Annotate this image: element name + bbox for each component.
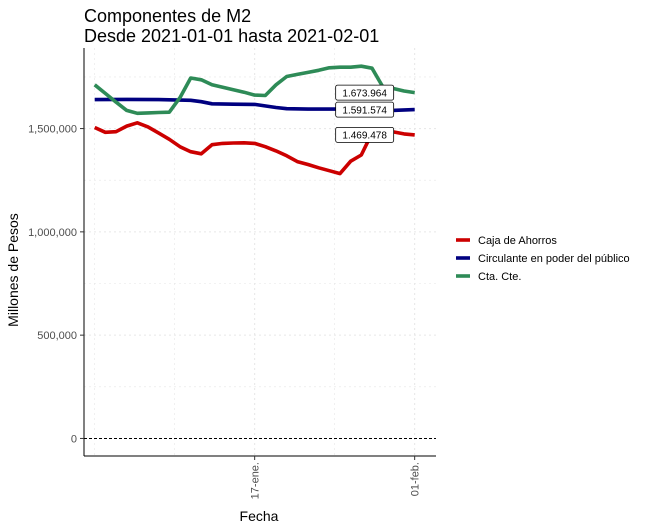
legend: Caja de Ahorros Circulante en poder del p… [456,235,630,283]
y-tick-label: 1,000,000 [28,227,77,239]
value-label-text: 1.469.478 [342,131,387,142]
value-label-box [335,126,395,143]
legend-item-2: Cta. Cte. [456,271,521,283]
legend-item-0: Caja de Ahorros [456,235,557,247]
x-axis-title: Fecha [240,508,279,524]
value-label-1: 1.591.574 [335,101,395,118]
legend-item-1: Circulante en poder del público [456,253,630,265]
legend-label: Caja de Ahorros [478,235,557,247]
y-tick-label: 1,500,000 [28,124,77,136]
series-line-0 [93,121,415,176]
value-label-text: 1.591.574 [342,105,387,116]
chart-subtitle: Desde 2021-01-01 hasta 2021-02-01 [84,26,379,46]
chart-title: Componentes de M2 [84,6,251,26]
x-tick-label: 01-feb. [410,462,422,496]
legend-label: Cta. Cte. [478,271,521,283]
value-label-text: 1.673.964 [342,88,387,99]
value-label-box [335,101,395,118]
y-tick-label: 0 [71,433,77,445]
value-label-2: 1.673.964 [335,84,395,101]
legend-label: Circulante en poder del público [478,253,630,265]
value-labels: 1.469.478 1.591.574 1.673.964 [335,84,395,143]
x-tick-label: 17-ene. [250,462,262,499]
y-axis-title: Millones de Pesos [5,213,21,327]
series-line-2 [93,64,415,116]
axes: 0 500,000 1,000,000 1,500,000 17-ene. 01-feb. [28,48,436,499]
y-tick-label: 500,000 [37,330,77,342]
value-label-0: 1.469.478 [335,126,395,143]
value-label-box [335,84,395,101]
